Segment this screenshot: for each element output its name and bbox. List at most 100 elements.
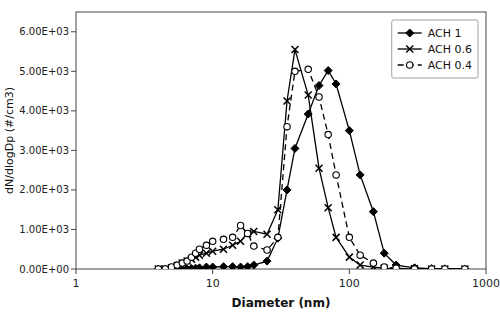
point-marker (441, 265, 449, 269)
marker-stroke (209, 248, 216, 255)
point-marker (393, 265, 399, 269)
point-marker (411, 265, 418, 269)
series (155, 46, 469, 269)
point-marker (162, 266, 168, 269)
point-marker (244, 230, 250, 236)
y-tick (71, 110, 76, 111)
point-marker (292, 68, 298, 74)
y-tick (71, 229, 76, 230)
point-marker (325, 204, 332, 211)
point-marker (203, 250, 210, 257)
y-axis-label: dN/dlogDp (#/cm3) (3, 87, 16, 194)
marker-stroke (357, 262, 364, 269)
y-tick (71, 189, 76, 190)
point-marker (244, 230, 251, 237)
point-marker (462, 266, 468, 269)
marker-stroke (461, 266, 468, 270)
point-marker (291, 46, 298, 53)
point-marker (155, 266, 162, 270)
chart: 11010010000.00E+001.00E+032.00E+033.00E+… (0, 0, 500, 315)
point-marker (155, 266, 161, 269)
point-marker (428, 266, 434, 269)
marker-stroke (346, 254, 353, 261)
marker-stroke (333, 234, 340, 241)
point-marker (305, 92, 312, 99)
marker-stroke (393, 265, 400, 269)
marker-stroke (406, 46, 413, 53)
point-marker (237, 263, 245, 269)
point-marker (381, 265, 388, 269)
y-tick-label: 1.00E+03 (19, 224, 69, 235)
point-marker (441, 266, 448, 270)
x-tick (76, 269, 77, 274)
y-tick-label: 6.00E+03 (19, 26, 69, 37)
plot-frame (76, 12, 486, 269)
point-marker (411, 266, 417, 269)
point-marker (345, 127, 353, 135)
point-marker (370, 260, 376, 266)
marker-stroke (316, 165, 323, 172)
marker-stroke (346, 254, 353, 261)
point-marker (333, 172, 339, 178)
marker-stroke (244, 230, 251, 237)
marker-stroke (411, 265, 418, 269)
point-marker (393, 265, 400, 269)
legend-label: ACH 0.6 (428, 43, 472, 56)
marker-stroke (244, 230, 251, 237)
series-line (158, 71, 465, 269)
marker-stroke (291, 46, 298, 53)
x-tick (486, 269, 487, 274)
marker-stroke (357, 262, 364, 269)
x-tick-label: 1 (73, 277, 80, 290)
y-tick-label: 0.00E+00 (19, 264, 69, 275)
point-marker (251, 243, 257, 249)
point-marker (305, 66, 311, 72)
series (155, 66, 468, 269)
point-marker (442, 266, 448, 269)
marker-stroke (381, 265, 388, 269)
x-tick-label: 100 (339, 277, 360, 290)
point-marker (291, 144, 299, 152)
y-tick (71, 269, 76, 270)
legend-marker (406, 46, 413, 53)
point-marker (196, 246, 202, 252)
marker-stroke (428, 266, 435, 270)
marker-stroke (203, 250, 210, 257)
marker-stroke (162, 266, 169, 270)
point-marker (229, 263, 237, 269)
point-marker (284, 123, 290, 129)
point-marker (356, 171, 364, 179)
point-marker (461, 265, 469, 269)
marker-stroke (381, 265, 388, 269)
marker-stroke (411, 265, 418, 269)
marker-stroke (237, 238, 244, 245)
point-marker (209, 263, 217, 269)
marker-stroke (203, 250, 210, 257)
point-marker (264, 231, 271, 238)
marker-stroke (325, 204, 332, 211)
point-marker (283, 186, 291, 194)
point-marker (369, 208, 377, 216)
point-marker (316, 165, 323, 172)
point-marker (229, 234, 235, 240)
marker-stroke (305, 92, 312, 99)
marker-stroke (291, 46, 298, 53)
point-marker (220, 236, 226, 242)
point-marker (381, 264, 387, 269)
point-marker (237, 222, 243, 228)
point-marker (275, 234, 281, 240)
marker-stroke (428, 266, 435, 270)
marker-stroke (461, 266, 468, 270)
y-tick-label: 2.00E+03 (19, 184, 69, 195)
x-tick (212, 269, 213, 274)
marker-stroke (264, 231, 271, 238)
marker-stroke (155, 266, 162, 270)
marker-stroke (441, 266, 448, 270)
marker-stroke (250, 228, 257, 235)
marker-stroke (229, 242, 236, 249)
y-tick-label: 4.00E+03 (19, 105, 69, 116)
legend-marker (406, 29, 414, 37)
plot-data (154, 46, 469, 269)
marker-stroke (316, 165, 323, 172)
point-marker (380, 249, 388, 257)
